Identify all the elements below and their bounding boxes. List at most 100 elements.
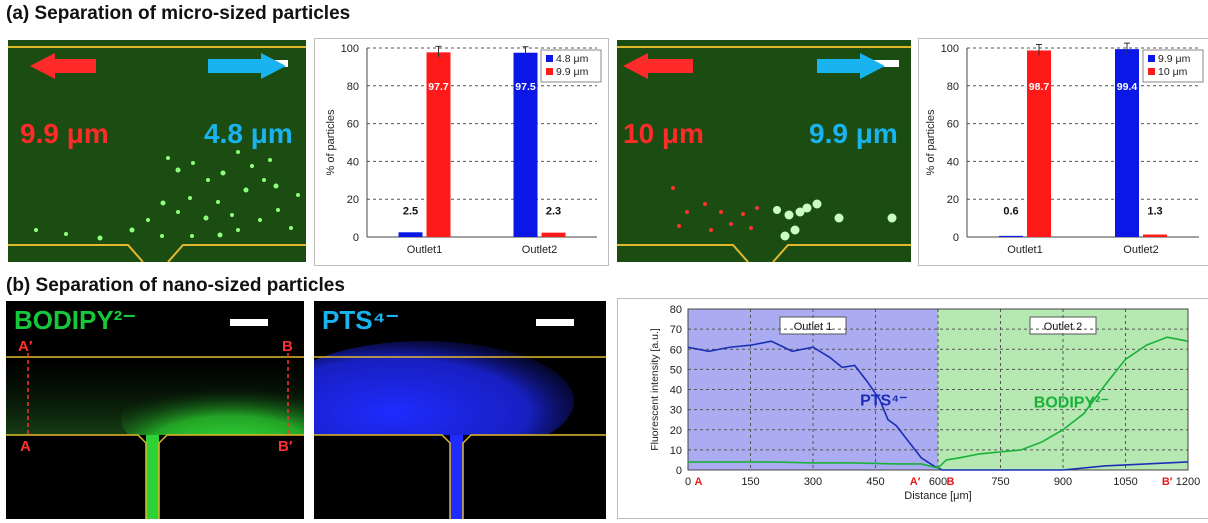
nano-image-1: A′ B A B′ BODIPY²⁻ bbox=[6, 301, 304, 519]
heading-a: (a) Separation of micro-sized particles bbox=[6, 3, 351, 24]
y-tick-label: 100 bbox=[941, 43, 959, 55]
bar-chart-2: 0 20 40 60 80 100 % of particles Outlet1 0.6 98.7… bbox=[918, 38, 1208, 266]
particles bbox=[34, 150, 300, 241]
arrow-right-icon bbox=[817, 53, 885, 79]
y-tick-label: 60 bbox=[347, 119, 359, 131]
data-label: 97.7 bbox=[428, 81, 449, 93]
bar bbox=[1027, 50, 1051, 237]
data-label: 97.5 bbox=[515, 81, 536, 93]
bar bbox=[541, 232, 566, 237]
y-tick-label: 60 bbox=[947, 119, 959, 131]
y-tick-label: 0 bbox=[676, 465, 682, 477]
red-particles bbox=[671, 186, 759, 232]
nano-title-bodipy: BODIPY²⁻ bbox=[14, 305, 137, 335]
micro-image-2: 10 μm 9.9 μm bbox=[617, 40, 911, 262]
marker-a: A bbox=[20, 438, 31, 455]
y-axis-label: % of particles bbox=[325, 109, 337, 176]
arrow-left-icon bbox=[623, 53, 693, 79]
point-label: B bbox=[947, 476, 955, 488]
y-axis-label: % of particles bbox=[925, 109, 937, 176]
micro-right-label: 9.9 μm bbox=[809, 118, 898, 149]
x-tick-label: 1200 bbox=[1176, 476, 1200, 488]
data-label: 2.3 bbox=[546, 205, 561, 217]
scale-bar bbox=[230, 319, 268, 326]
x-tick-label: 1050 bbox=[1113, 476, 1137, 488]
bar-chart-1-svg: 0 20 40 60 80 100 % of particles Outlet1 2.5 97.7… bbox=[325, 43, 602, 256]
y-tick-label: 60 bbox=[670, 344, 682, 356]
bar bbox=[1143, 234, 1167, 237]
y-tick-label: 20 bbox=[347, 194, 359, 206]
marker-b: B bbox=[282, 338, 293, 355]
y-tick-label: 20 bbox=[947, 194, 959, 206]
marker-b-prime: B′ bbox=[278, 438, 293, 455]
y-tick-label: 40 bbox=[347, 156, 359, 168]
point-label: A bbox=[694, 476, 702, 488]
x-tick-label: Outlet2 bbox=[1123, 244, 1158, 256]
y-tick-label: 10 bbox=[670, 445, 682, 457]
micro-image-2-overlay bbox=[617, 46, 911, 262]
bar bbox=[513, 52, 538, 237]
micro-left-label: 10 μm bbox=[623, 118, 704, 149]
bar-chart-2-svg: 0 20 40 60 80 100 % of particles Outlet1 0.6 98.7… bbox=[925, 42, 1204, 256]
nano-image-2: PTS⁴⁻ bbox=[314, 301, 606, 519]
x-tick-label: 900 bbox=[1054, 476, 1072, 488]
y-tick-label: 20 bbox=[670, 425, 682, 437]
y-tick-label: 30 bbox=[670, 405, 682, 417]
legend-box bbox=[1142, 49, 1204, 83]
y-tick-label: 80 bbox=[347, 81, 359, 93]
y-tick-label: 80 bbox=[670, 304, 682, 316]
x-axis-label: Distance [μm] bbox=[904, 490, 971, 502]
y-tick-label: 80 bbox=[947, 81, 959, 93]
y-tick-label: 0 bbox=[353, 232, 359, 244]
y-tick-label: 0 bbox=[953, 232, 959, 244]
arrow-right-icon bbox=[208, 53, 286, 79]
legend-swatch bbox=[1148, 68, 1155, 75]
micro-image-1-overlay bbox=[8, 46, 306, 262]
data-label: 1.3 bbox=[1147, 205, 1162, 217]
scale-bar bbox=[536, 319, 574, 326]
series-label: BODIPY²⁻ bbox=[1034, 395, 1109, 412]
y-tick-label: 70 bbox=[670, 324, 682, 336]
y-tick-label: 50 bbox=[670, 364, 682, 376]
legend-entry: 10 μm bbox=[1158, 66, 1188, 78]
heading-b: (b) Separation of nano-sized particles bbox=[6, 275, 345, 296]
legend-entry: 9.9 μm bbox=[1158, 53, 1191, 65]
y-tick-label: 100 bbox=[341, 43, 359, 55]
micro-right-label: 4.8 μm bbox=[204, 118, 293, 149]
legend-entry: 9.9 μm bbox=[556, 66, 589, 78]
legend: 4.8 μm9.9 μm bbox=[540, 49, 602, 83]
arrow-left-icon bbox=[30, 53, 96, 79]
data-label: 99.4 bbox=[1117, 81, 1138, 93]
nano-image-2-overlay bbox=[314, 319, 606, 519]
x-tick-label: 450 bbox=[866, 476, 884, 488]
x-tick-label: Outlet1 bbox=[1007, 244, 1042, 256]
bar bbox=[426, 52, 451, 237]
bar bbox=[1115, 49, 1139, 237]
point-label: B′ bbox=[1162, 476, 1173, 488]
particles bbox=[773, 199, 897, 241]
legend-entry: 4.8 μm bbox=[556, 53, 589, 65]
legend-swatch bbox=[546, 68, 553, 75]
line-chart: Outlet 1 Outlet 2 0 10 20 30 40 50 60 70 80 0 150 300… bbox=[617, 298, 1208, 519]
bar-chart-1: 0 20 40 60 80 100 % of particles Outlet1 2.5 97.7… bbox=[314, 38, 609, 266]
marker-a-prime: A′ bbox=[18, 338, 33, 355]
nano-image-1-overlay: A′ B A B′ bbox=[6, 319, 304, 519]
x-tick-label: 150 bbox=[741, 476, 759, 488]
data-label: 0.6 bbox=[1003, 205, 1018, 217]
micro-image-1: 9.9 μm 4.8 μm bbox=[8, 40, 306, 262]
x-tick-label: 750 bbox=[991, 476, 1009, 488]
y-tick-label: 40 bbox=[947, 156, 959, 168]
series-line bbox=[688, 336, 1189, 469]
series-label: PTS⁴⁻ bbox=[860, 393, 907, 410]
data-label: 98.7 bbox=[1029, 81, 1050, 93]
series-line bbox=[687, 340, 1189, 471]
legend-swatch bbox=[1148, 55, 1155, 62]
y-axis-label: Fluorescent intensity [a.u.] bbox=[649, 328, 661, 451]
nano-title-pts: PTS⁴⁻ bbox=[322, 305, 400, 335]
data-label: 2.5 bbox=[403, 205, 418, 217]
x-tick-label: 0 bbox=[685, 476, 691, 488]
plot-frame bbox=[687, 308, 1189, 471]
bar bbox=[398, 232, 423, 237]
x-tick-label: 300 bbox=[804, 476, 822, 488]
